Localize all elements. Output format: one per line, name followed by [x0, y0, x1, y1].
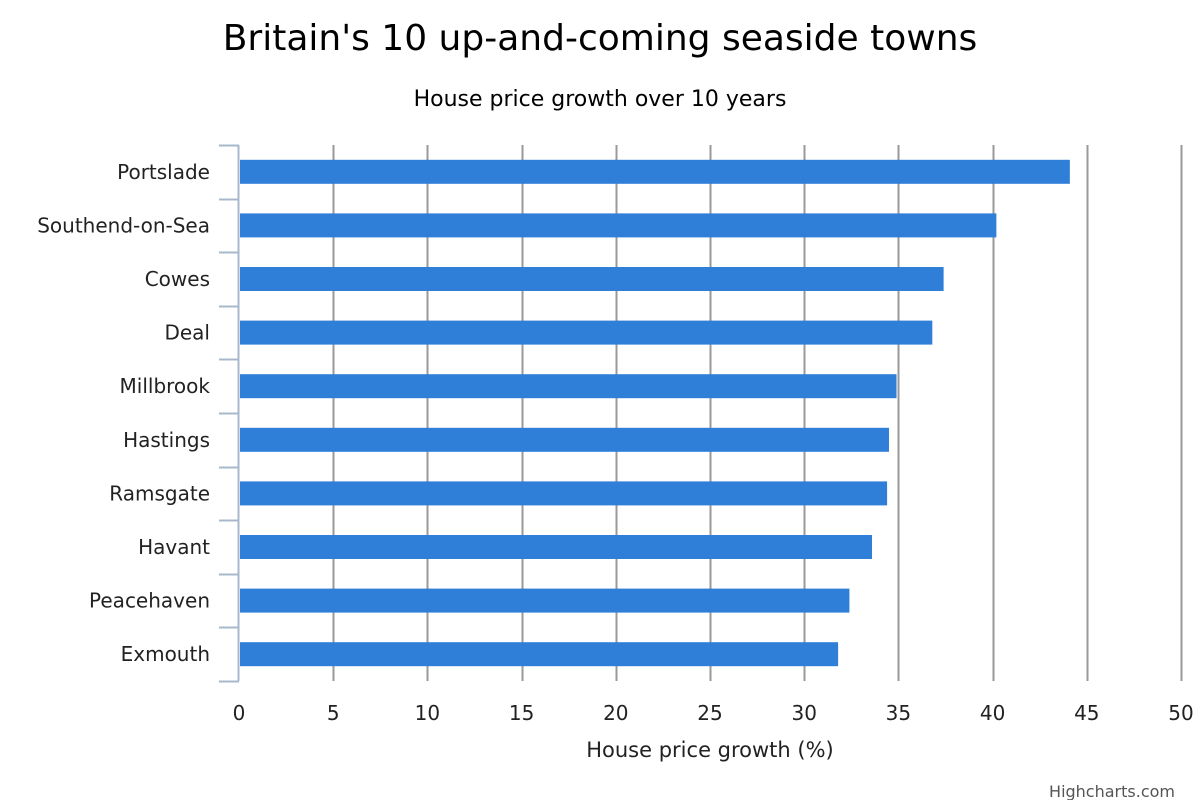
x-tick-label: 30	[791, 701, 816, 725]
bar[interactable]	[240, 374, 897, 399]
bar[interactable]	[240, 267, 944, 291]
x-axis-title: House price growth (%)	[586, 738, 834, 762]
x-tick-label: 5	[327, 701, 340, 725]
chart-subtitle: House price growth over 10 years	[414, 87, 787, 112]
chart-title: Britain's 10 up-and-coming seaside towns	[223, 18, 978, 59]
bar[interactable]	[240, 213, 997, 238]
x-tick-label: 40	[980, 701, 1005, 725]
x-tick-label: 10	[415, 701, 440, 725]
bar[interactable]	[240, 481, 888, 506]
x-tick-label: 50	[1168, 701, 1193, 725]
y-tick-label: Exmouth	[121, 642, 210, 666]
bar[interactable]	[240, 320, 933, 345]
bar[interactable]	[240, 159, 1070, 184]
bar[interactable]	[240, 642, 839, 667]
credits-link[interactable]: Highcharts.com	[1049, 782, 1175, 800]
x-tick-label: 25	[697, 701, 722, 725]
x-tick-label: 35	[886, 701, 911, 725]
bar[interactable]	[240, 588, 850, 613]
y-tick-label: Peacehaven	[89, 589, 210, 613]
y-tick-label: Cowes	[145, 267, 210, 291]
y-tick-label: Portslade	[117, 160, 210, 184]
y-tick-label: Southend-on-Sea	[37, 213, 210, 237]
bar[interactable]	[240, 535, 873, 559]
x-tick-label: 0	[233, 701, 246, 725]
bar[interactable]	[240, 427, 889, 452]
y-tick-label: Hastings	[123, 428, 210, 452]
x-tick-label: 20	[603, 701, 628, 725]
y-tick-label: Deal	[164, 321, 210, 345]
y-tick-label: Ramsgate	[109, 481, 210, 505]
x-tick-label: 45	[1074, 701, 1099, 725]
y-tick-label: Millbrook	[120, 374, 211, 398]
tick-labels: 0 5 10 15 20 25 30 35 40 45 50 Portslade Southend-on…	[37, 160, 1194, 725]
axes	[219, 144, 240, 683]
x-tick-label: 15	[509, 701, 534, 725]
bar-series	[240, 159, 1070, 667]
y-tick-label: Havant	[138, 535, 210, 559]
